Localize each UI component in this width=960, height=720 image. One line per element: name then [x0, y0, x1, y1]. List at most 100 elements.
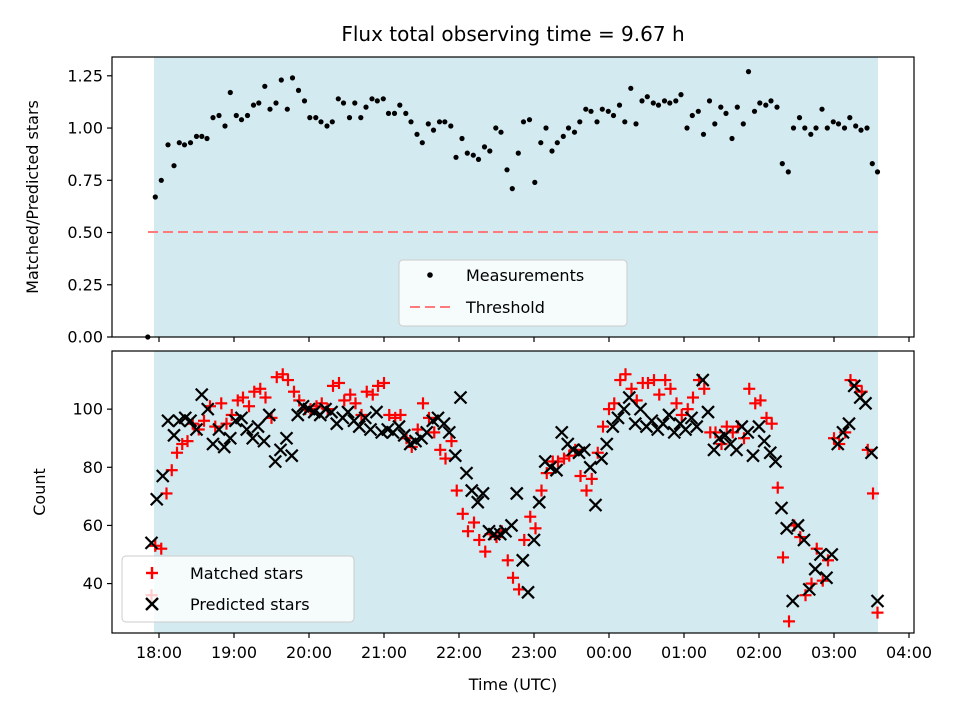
matched-star-point	[540, 467, 553, 480]
matched-star-point	[171, 446, 183, 459]
measurement-point	[295, 87, 302, 93]
predicted-star-point	[509, 486, 524, 501]
predicted-star-point	[644, 413, 659, 428]
predicted-star-point	[194, 387, 209, 402]
predicted-star-point	[392, 419, 406, 434]
measurement-point	[774, 104, 780, 110]
measurement-point	[650, 100, 656, 106]
predicted-star-point	[858, 396, 873, 411]
measurement-point	[515, 150, 521, 156]
matched-star-point	[844, 374, 857, 387]
measurement-point	[824, 125, 830, 131]
legend-measurement-marker	[427, 272, 433, 278]
predicted-star-point	[262, 408, 277, 422]
predicted-star-point	[453, 390, 468, 405]
top-panel-frame	[111, 56, 915, 338]
predicted-star-point	[633, 402, 648, 416]
matched-star-point	[777, 551, 789, 564]
matched-star-point	[293, 394, 306, 407]
predicted-star-point	[707, 443, 721, 457]
measurement-point	[813, 125, 819, 131]
matched-star-point	[591, 446, 604, 459]
matched-star-point	[333, 376, 345, 389]
predicted-star-point	[701, 405, 715, 419]
measurement-point	[210, 115, 216, 121]
measurement-point	[227, 89, 233, 96]
matched-star-point	[518, 533, 531, 546]
matched-star-point	[597, 420, 609, 433]
predicted-star-point	[605, 419, 620, 434]
matched-star-point	[276, 368, 289, 381]
bottom-x-tick-label: 02:00	[736, 643, 782, 662]
bottom-x-tick-label: 00:00	[586, 643, 632, 662]
matched-star-point	[698, 382, 711, 395]
bottom-x-tick-label: 20:00	[286, 643, 332, 662]
matched-star-point	[574, 470, 587, 483]
matched-star-point	[771, 481, 784, 494]
measurement-point	[509, 186, 515, 192]
matched-star-point	[468, 516, 480, 529]
predicted-star-point	[324, 405, 339, 419]
top-y-ticks: 0.00 0.25 0.50 0.75 1.00 1.25	[67, 66, 112, 347]
matched-star-point	[619, 368, 632, 381]
measurement-point	[639, 98, 645, 104]
measurement-point	[475, 156, 482, 162]
bottom-x-tick-label: 21:00	[361, 643, 407, 662]
bottom-y-tick-label: 40	[83, 574, 103, 593]
predicted-star-point	[549, 463, 564, 477]
matched-star-point	[254, 382, 267, 395]
measurement-point	[284, 106, 290, 112]
matched-star-point	[220, 417, 233, 430]
measurement-point	[403, 110, 409, 116]
predicted-star-point	[684, 411, 699, 425]
measurement-point	[796, 115, 803, 121]
predicted-star-point	[515, 553, 530, 568]
matched-star-point	[445, 435, 458, 448]
bottom-x-axis-label: Time (UTC)	[468, 675, 557, 694]
predicted-star-point	[144, 536, 159, 550]
predicted-star-point	[583, 460, 598, 475]
predicted-star-point	[594, 451, 609, 466]
predicted-star-point	[611, 411, 625, 425]
predicted-star-point	[656, 416, 670, 431]
measurement-point	[165, 142, 171, 148]
bottom-legend-box	[121, 555, 355, 623]
predicted-star-point	[779, 521, 794, 536]
measurement-point	[152, 194, 158, 200]
predicted-star-point	[588, 498, 603, 512]
top-y-tick-label: 1.00	[67, 119, 103, 138]
measurement-point	[369, 96, 375, 102]
measurement-point	[470, 152, 476, 158]
measurement-point	[171, 163, 177, 169]
matched-star-point	[439, 452, 452, 465]
predicted-star-point	[729, 443, 744, 457]
matched-star-point	[580, 484, 593, 497]
predicted-star-point	[487, 527, 502, 541]
matched-star-point	[585, 472, 598, 485]
predicted-star-point	[864, 445, 879, 460]
predicted-star-point	[470, 495, 485, 509]
predicted-star-point	[284, 448, 299, 463]
matched-star-point	[738, 432, 750, 445]
measurement-point	[464, 150, 470, 156]
predicted-stars-points	[144, 373, 885, 608]
measurement-point	[745, 69, 752, 75]
measurement-point	[684, 125, 690, 131]
bottom-y-tick-label: 60	[83, 516, 103, 535]
matched-star-point	[456, 507, 469, 520]
measurement-point	[408, 119, 414, 125]
predicted-star-point	[791, 518, 805, 533]
measurement-point	[700, 131, 707, 137]
measurement-point	[363, 104, 369, 110]
measurement-point	[307, 115, 313, 121]
measurement-point	[385, 110, 392, 116]
measurement-point	[740, 121, 746, 127]
measurement-point	[633, 121, 639, 127]
matched-star-point	[338, 394, 351, 407]
predicted-star-point	[290, 408, 305, 422]
measurement-point	[176, 140, 182, 146]
predicted-star-point	[149, 492, 164, 507]
measurement-point	[667, 100, 673, 106]
measurement-point	[571, 129, 578, 135]
